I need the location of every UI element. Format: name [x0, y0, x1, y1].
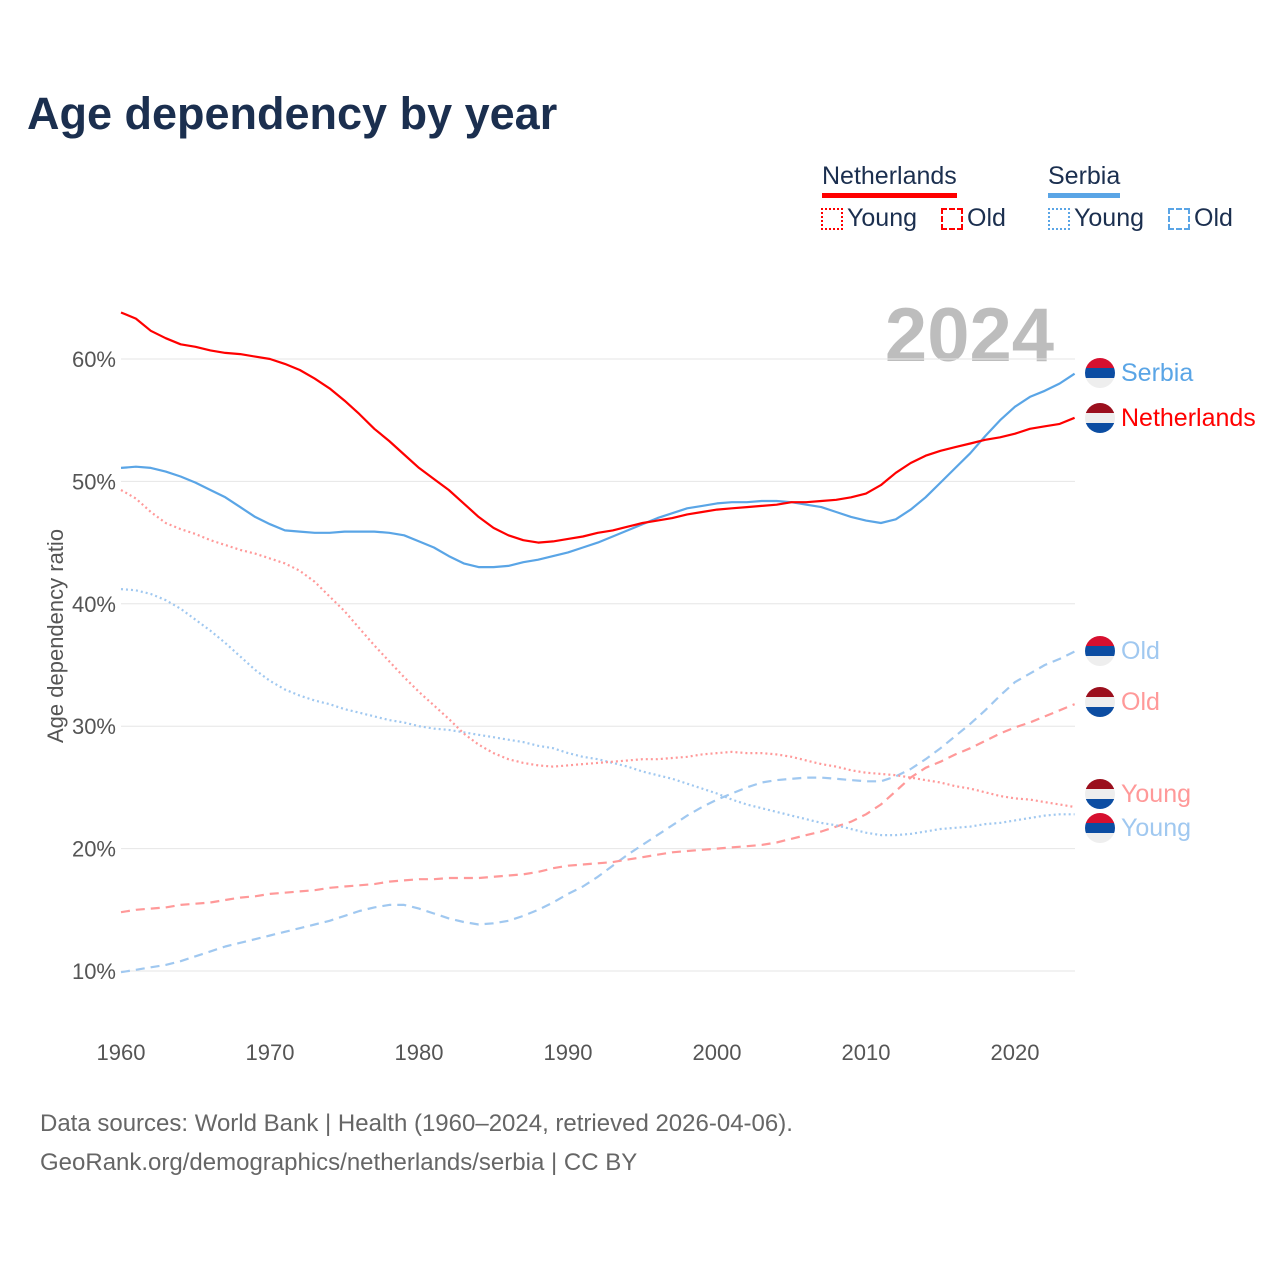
- legend-label: Old: [967, 204, 1006, 232]
- y-tick-label: 40%: [72, 592, 116, 617]
- legend-serbia-young[interactable]: Young: [1048, 204, 1144, 233]
- netherlands-flag-icon: [1085, 403, 1115, 433]
- end-label-serbia: Serbia: [1085, 358, 1193, 388]
- series-line-serbia-old: [120, 650, 1076, 974]
- legend-netherlands[interactable]: Netherlands: [822, 162, 957, 198]
- x-tick-label: 2000: [693, 1040, 742, 1065]
- end-label-serbia-old: Old: [1085, 636, 1160, 666]
- legend-serbia-old[interactable]: Old: [1168, 204, 1233, 233]
- end-label-serbia-young: Young: [1085, 813, 1191, 843]
- serbia-flag-icon: [1085, 358, 1115, 388]
- source-line-2[interactable]: GeoRank.org/demographics/netherlands/ser…: [40, 1149, 638, 1176]
- x-tick-label: 1960: [97, 1040, 146, 1065]
- legend-label: Young: [1074, 204, 1144, 232]
- end-label-text: Young: [1121, 779, 1191, 808]
- series-line-serbia: [120, 372, 1076, 569]
- y-tick-label: 60%: [72, 347, 116, 372]
- dashed-swatch-icon: [941, 207, 963, 230]
- end-label-text: Young: [1121, 813, 1191, 842]
- x-tick-label: 1970: [246, 1040, 295, 1065]
- dotted-swatch-icon: [1048, 207, 1070, 230]
- legend-serbia[interactable]: Serbia: [1048, 162, 1121, 198]
- end-label-text: Old: [1121, 636, 1160, 665]
- end-label-text: Netherlands: [1121, 403, 1256, 432]
- y-tick-label: 20%: [72, 837, 116, 862]
- x-tick-label: 1990: [544, 1040, 593, 1065]
- netherlands-flag-icon: [1085, 779, 1115, 809]
- year-watermark: 2024: [884, 293, 1054, 378]
- y-tick-label: 50%: [72, 469, 116, 494]
- end-label-text: Old: [1121, 687, 1160, 716]
- series-line-serbia-young: [120, 588, 1075, 837]
- dashed-swatch-icon: [1168, 207, 1190, 230]
- legend-netherlands-young[interactable]: Young: [821, 204, 917, 233]
- serbia-flag-icon: [1085, 636, 1115, 666]
- chart-title: Age dependency by year: [27, 88, 558, 139]
- series-line-netherlands-old: [120, 703, 1076, 914]
- y-tick-label: 10%: [72, 959, 116, 984]
- legend-netherlands-old[interactable]: Old: [941, 204, 1006, 233]
- netherlands-flag-icon: [1085, 687, 1115, 717]
- y-tick-label: 30%: [72, 714, 116, 739]
- legend-label: Old: [1194, 204, 1233, 232]
- source-line-1: Data sources: World Bank | Health (1960–…: [40, 1110, 793, 1137]
- x-tick-label: 2010: [842, 1040, 891, 1065]
- end-label-text: Serbia: [1121, 358, 1194, 387]
- series-line-netherlands: [120, 311, 1076, 544]
- x-tick-label: 1980: [395, 1040, 444, 1065]
- dotted-swatch-icon: [821, 207, 843, 230]
- end-label-netherlands: Netherlands: [1085, 403, 1256, 433]
- end-label-netherlands-old: Old: [1085, 687, 1160, 717]
- x-tick-label: 2020: [991, 1040, 1040, 1065]
- series-line-netherlands-young: [120, 489, 1075, 809]
- serbia-flag-icon: [1085, 813, 1115, 843]
- end-label-netherlands-young: Young: [1085, 779, 1191, 809]
- legend-label: Young: [847, 204, 917, 232]
